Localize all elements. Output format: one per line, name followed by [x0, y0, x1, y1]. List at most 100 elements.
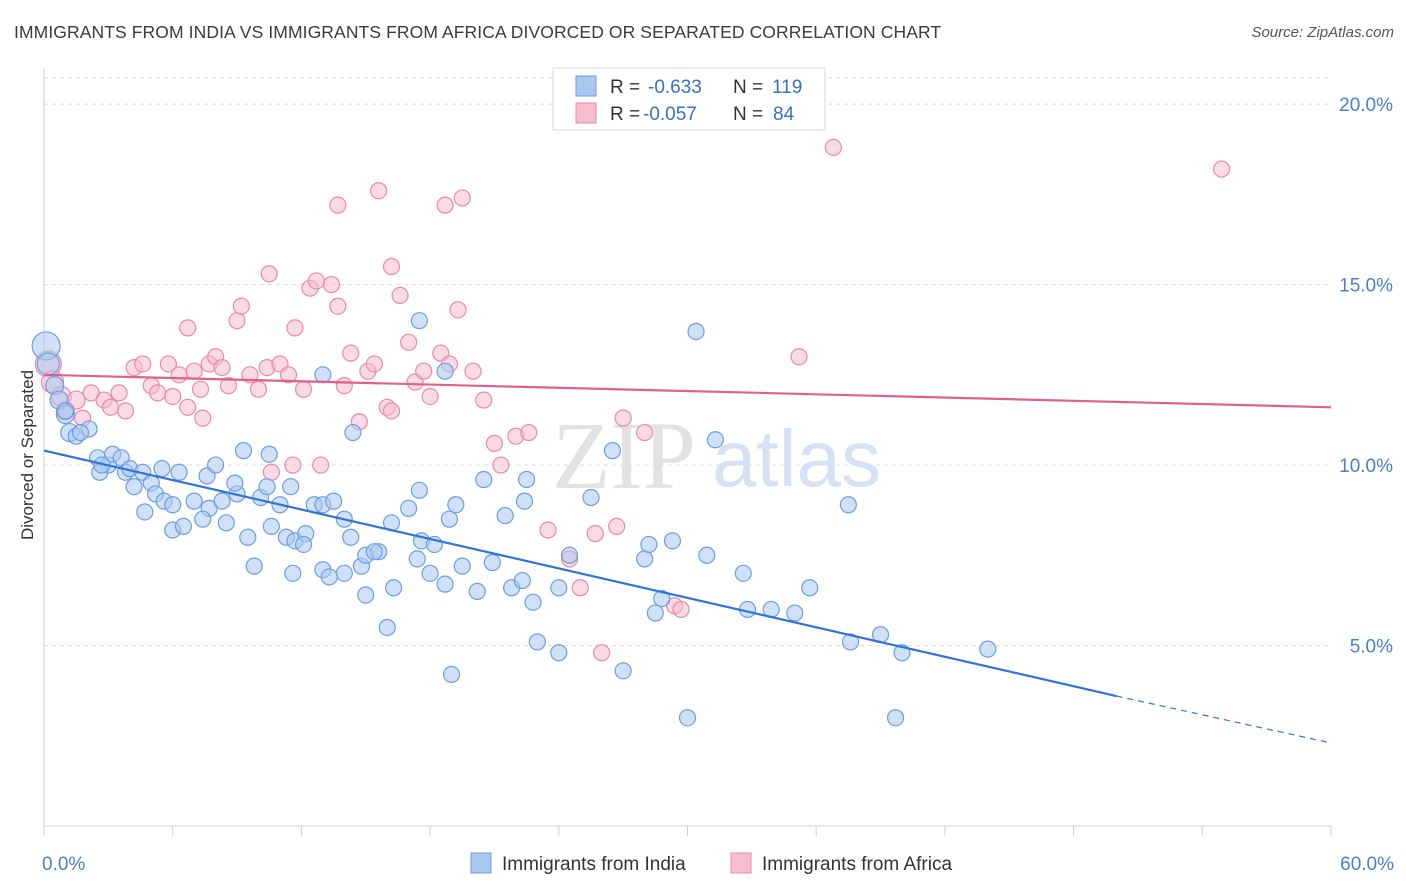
y-tick-label: 20.0%: [1339, 95, 1393, 116]
africa-point: [400, 333, 418, 351]
africa-point: [228, 312, 246, 330]
india-point: [365, 543, 383, 561]
india-point: [185, 492, 203, 510]
africa-point: [159, 355, 178, 373]
africa-point: [194, 409, 212, 427]
africa-point: [329, 297, 347, 315]
india-point: [226, 474, 244, 492]
india-point: [421, 564, 439, 582]
africa-point: [614, 409, 632, 427]
y-tick-label: 5.0%: [1350, 637, 1393, 658]
africa-point: [453, 189, 471, 207]
india-point: [436, 362, 454, 380]
africa-point: [260, 265, 278, 283]
africa-point: [134, 355, 152, 373]
africa-point: [82, 384, 100, 402]
india-point: [582, 488, 600, 507]
india-point: [468, 582, 486, 600]
india-point: [234, 442, 253, 460]
india-points: [31, 312, 997, 727]
india-point: [886, 709, 905, 727]
africa-point: [249, 380, 268, 398]
africa-point: [286, 319, 304, 337]
y-tick-label: 15.0%: [1339, 276, 1393, 297]
legend-n-value-india: 119: [772, 77, 802, 98]
india-point: [841, 633, 860, 651]
africa-point: [110, 384, 128, 402]
africa-point: [382, 402, 401, 420]
legend-r-value-africa: -0.057: [643, 104, 697, 125]
india-point: [294, 535, 313, 554]
y-axis-label: Divorced or Separated: [18, 370, 37, 540]
india-point: [36, 352, 60, 376]
india-point: [170, 463, 188, 481]
india-point: [378, 618, 396, 637]
africa-point: [312, 456, 330, 474]
africa-point: [101, 398, 120, 416]
india-point: [335, 564, 353, 582]
x-tick-labels: 0.0% 60.0%: [42, 854, 1394, 875]
africa-point: [382, 257, 401, 276]
watermark: ZIP atlas: [552, 402, 881, 509]
india-point: [640, 535, 658, 554]
india-point: [410, 481, 428, 499]
trend-lines: [43, 373, 1332, 744]
y-tick-labels: 5.0% 10.0% 15.0% 20.0%: [1339, 95, 1393, 657]
india-point: [560, 546, 579, 564]
africa-point: [232, 297, 250, 315]
axes: [43, 68, 1332, 836]
africa-trend-line: [43, 373, 1332, 409]
india-trend-line: [43, 449, 1117, 698]
india-point: [646, 604, 664, 622]
bottom-legend-swatch-india: [470, 852, 492, 874]
bottom-legend-swatch-africa: [730, 852, 752, 874]
africa-point: [415, 362, 433, 380]
africa-point: [179, 319, 197, 337]
india-point: [207, 456, 225, 474]
india-trend-extension: [1116, 695, 1332, 744]
legend-r-label-africa: R =: [610, 104, 640, 125]
africa-point: [164, 387, 182, 406]
africa-point: [672, 600, 690, 619]
africa-point: [436, 196, 454, 214]
africa-point: [635, 423, 654, 442]
africa-point: [370, 182, 388, 200]
legend-r-value-india: -0.633: [648, 77, 702, 98]
legend-n-label-india: N =: [733, 77, 763, 98]
india-point: [442, 665, 461, 684]
africa-point: [329, 196, 347, 214]
india-point: [344, 423, 362, 442]
india-point: [262, 517, 280, 536]
africa-point: [485, 434, 504, 452]
india-point: [56, 402, 75, 420]
y-tick-label: 10.0%: [1339, 456, 1393, 477]
india-point: [282, 478, 300, 496]
india-point: [734, 564, 752, 582]
india-point: [550, 644, 568, 662]
africa-point: [475, 391, 493, 409]
africa-point: [1213, 160, 1231, 178]
india-point: [314, 366, 332, 384]
africa-point: [365, 355, 383, 373]
india-point: [164, 496, 182, 514]
india-point: [194, 510, 212, 528]
africa-point: [449, 301, 467, 319]
india-point: [357, 586, 375, 604]
india-point: [515, 492, 534, 510]
india-point: [408, 550, 426, 568]
legend-n-label-africa: N =: [733, 104, 763, 125]
india-point: [400, 499, 418, 517]
india-point: [284, 564, 302, 582]
india-point: [153, 460, 171, 478]
legend-swatch-india: [575, 75, 597, 97]
india-point: [436, 575, 454, 593]
india-point: [260, 445, 278, 463]
india-point: [653, 589, 671, 608]
india-point: [678, 709, 697, 727]
india-point: [324, 492, 343, 510]
india-point: [687, 322, 705, 341]
africa-point: [539, 521, 557, 539]
x-tick-label: 60.0%: [1340, 854, 1394, 875]
india-point: [518, 470, 536, 489]
